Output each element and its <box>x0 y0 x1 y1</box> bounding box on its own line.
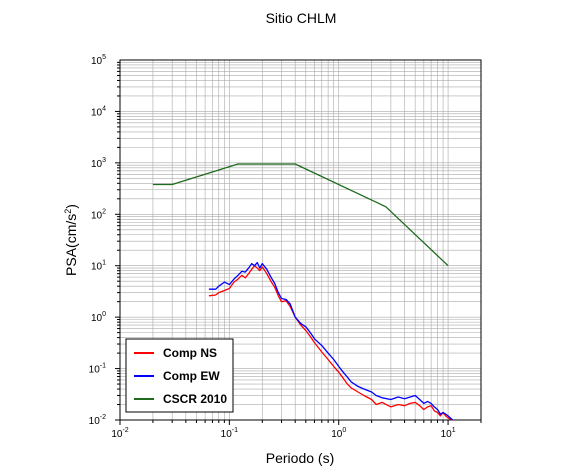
series-lines <box>152 163 454 421</box>
x-tick-label: 10-2 <box>111 427 128 440</box>
y-tick-label: 100 <box>91 311 106 324</box>
series-line-3 <box>152 163 449 267</box>
x-tick-label: 100 <box>331 427 346 440</box>
y-axis-label-superscript: 2 <box>63 209 73 214</box>
y-tick-label: 102 <box>91 208 106 221</box>
legend-label: Comp NS <box>163 346 217 360</box>
y-tick-label: 103 <box>91 157 106 170</box>
y-axis-label: PSA(cm/s2) <box>63 204 79 276</box>
y-tick-label: 10-1 <box>89 363 106 376</box>
x-tick-label: 101 <box>441 427 456 440</box>
y-axis-label-base: PSA(cm/s <box>63 214 79 276</box>
chart-title: Sitio CHLM <box>266 10 337 26</box>
grid-lines <box>119 60 482 421</box>
y-axis-label-close: ) <box>63 204 79 209</box>
legend-label: CSCR 2010 <box>163 392 227 406</box>
y-tick-label: 105 <box>91 54 106 67</box>
legend: Comp NS Comp EW CSCR 2010 <box>125 338 234 413</box>
x-axis-label: Periodo (s) <box>266 450 334 466</box>
x-tick-label: 10-1 <box>221 427 238 440</box>
plot-frame <box>119 59 482 421</box>
series-line-2 <box>208 261 454 421</box>
y-tick-label: 101 <box>91 260 106 273</box>
y-tick-label: 10-2 <box>89 414 106 427</box>
series-line-1 <box>208 265 453 421</box>
axis-ticks: 10-2 10-1 100 101 10-2 10-1 100 101 102 103 104 105 <box>89 54 482 440</box>
legend-label: Comp EW <box>163 369 220 383</box>
y-tick-label: 104 <box>91 105 106 118</box>
